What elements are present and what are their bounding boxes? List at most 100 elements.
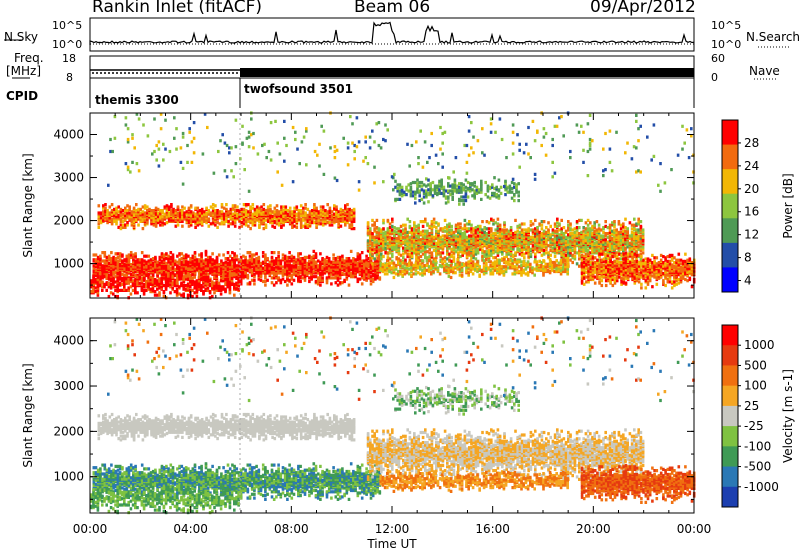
heatmap-cell xyxy=(191,254,195,258)
heatmap-cell xyxy=(129,275,133,279)
heatmap-cell xyxy=(613,220,616,224)
heatmap-cell xyxy=(589,221,592,225)
heatmap-cell xyxy=(514,218,517,222)
heatmap-cell xyxy=(286,264,289,268)
heatmap-cell xyxy=(323,258,327,262)
heatmap-cell xyxy=(127,263,131,267)
heatmap-cell xyxy=(328,206,332,210)
heatmap-cell xyxy=(184,259,188,263)
heatmap-cell xyxy=(450,224,453,228)
heatmap-cell xyxy=(151,261,155,265)
heatmap-cell xyxy=(273,225,277,229)
heatmap-cell xyxy=(132,258,135,262)
heatmap-cell xyxy=(182,258,186,262)
heatmap-cell xyxy=(222,265,225,269)
heatmap-cell xyxy=(136,258,140,262)
heatmap-cell xyxy=(319,263,322,267)
heatmap-cell xyxy=(305,261,309,265)
heatmap-cell xyxy=(299,257,302,261)
heatmap-cell xyxy=(308,279,311,284)
heatmap-cell xyxy=(149,260,153,264)
heatmap-cell xyxy=(198,253,201,257)
heatmap-cell xyxy=(297,265,300,269)
heatmap-cell xyxy=(275,271,278,275)
heatmap-cell xyxy=(463,218,467,222)
heatmap-cell xyxy=(248,264,252,268)
heatmap-cell xyxy=(125,264,129,268)
heatmap-cell xyxy=(103,264,107,268)
heatmap-cell xyxy=(242,259,245,263)
heatmap-cell xyxy=(180,260,184,264)
heatmap-cell xyxy=(215,272,219,276)
heatmap-cell xyxy=(158,258,162,262)
heatmap-cell xyxy=(330,282,333,286)
heatmap-cell xyxy=(288,273,291,278)
heatmap-cell xyxy=(261,254,265,258)
freq-tick-top: 18 xyxy=(62,52,76,65)
heatmap-cell xyxy=(272,263,276,267)
heatmap-cell xyxy=(266,278,269,282)
heatmap-cell xyxy=(145,272,148,276)
heatmap-cell xyxy=(127,253,131,257)
heatmap-cell xyxy=(181,224,184,228)
heatmap-cell xyxy=(138,258,142,262)
heatmap-cell xyxy=(209,263,212,267)
heatmap-cell xyxy=(195,258,199,262)
power-heatmap xyxy=(90,111,696,300)
heatmap-cell xyxy=(147,261,151,265)
heatmap-cell xyxy=(248,251,252,255)
heatmap-cell xyxy=(118,258,122,262)
heatmap-cell xyxy=(371,252,374,256)
heatmap-cell xyxy=(242,254,245,258)
heatmap-cell xyxy=(228,259,232,263)
heatmap-cell xyxy=(171,253,175,257)
heatmap-cell xyxy=(206,260,210,264)
heatmap-cell xyxy=(114,260,118,264)
heatmap-cell xyxy=(303,275,307,279)
heatmap-cell xyxy=(200,254,203,258)
heatmap-cell xyxy=(571,260,574,265)
nsearch-tick-top: 10^5 xyxy=(711,19,742,32)
heatmap-cell xyxy=(597,223,601,227)
heatmap-cell xyxy=(134,254,137,258)
heatmap-cell xyxy=(123,267,126,271)
heatmap-cell xyxy=(327,257,331,261)
heatmap-cell xyxy=(288,278,291,282)
nsky-panel-frame xyxy=(89,17,695,52)
heatmap-cell xyxy=(220,203,224,207)
heatmap-cell xyxy=(204,249,208,253)
date-title: 09/Apr/2012 xyxy=(590,0,696,17)
heatmap-cell xyxy=(498,223,502,227)
heatmap-cell xyxy=(310,255,313,259)
heatmap-cell xyxy=(101,251,104,255)
heatmap-cell xyxy=(275,281,278,285)
nsearch-label: N.Search xyxy=(746,30,800,44)
heatmap-cell xyxy=(224,263,228,267)
heatmap-cell xyxy=(534,218,537,222)
heatmap-cell xyxy=(264,283,267,287)
heatmap-cell xyxy=(206,258,210,262)
heatmap-cell xyxy=(103,259,107,263)
heatmap-cell xyxy=(281,257,285,261)
heatmap-cell xyxy=(171,259,175,263)
heatmap-cell xyxy=(261,279,265,284)
heatmap-cell xyxy=(325,281,329,285)
heatmap-cell xyxy=(101,276,104,280)
heatmap-cell xyxy=(523,222,526,226)
heatmap-cell xyxy=(162,253,166,257)
heatmap-cell xyxy=(173,263,177,267)
heatmap-cell xyxy=(319,276,322,280)
heatmap-cell xyxy=(310,260,313,264)
heatmap-cell xyxy=(206,269,210,273)
heatmap-cell xyxy=(286,269,289,273)
heatmap-cell xyxy=(101,264,104,268)
heatmap-cell xyxy=(165,257,168,261)
heatmap-cell xyxy=(189,267,192,271)
heatmap-cell xyxy=(154,255,157,259)
heatmap-cell xyxy=(217,283,221,287)
heatmap-cell xyxy=(171,255,175,259)
heatmap-cell xyxy=(312,254,316,258)
heatmap-cell xyxy=(107,257,111,261)
heatmap-cell xyxy=(191,279,195,284)
heatmap-cell xyxy=(110,203,114,207)
